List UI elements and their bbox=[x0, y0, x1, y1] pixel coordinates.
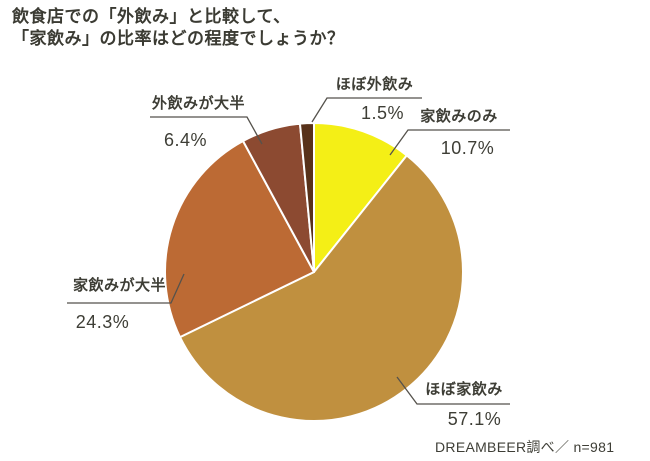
slice-label-hobo-ienomi: ほぼ家飲み bbox=[425, 381, 503, 398]
source-note: DREAMBEER調べ／ n=981 bbox=[435, 439, 615, 455]
leader-line-hobo-ienomi bbox=[396, 376, 510, 405]
slice-value-ienomi-nomi: 10.7% bbox=[440, 138, 495, 158]
leader-line-ienomi-nomi bbox=[389, 129, 510, 156]
slice-value-sotonomi-taihan: 6.4% bbox=[163, 130, 208, 150]
slice-label-ienomi-nomi: 家飲みのみ bbox=[420, 108, 498, 125]
slice-value-hobo-ienomi: 57.1% bbox=[447, 409, 502, 429]
pie-slice-ienomi-taihan bbox=[164, 139, 315, 339]
leader-line-hobo-sotonomi bbox=[311, 97, 422, 123]
leader-line-ienomi-taihan bbox=[67, 273, 185, 304]
slice-label-sotonomi-taihan: 外飲みが大半 bbox=[151, 95, 245, 112]
chart-title-line2: 「家飲み」の比率はどの程度でしょうか？ bbox=[12, 29, 345, 48]
slice-value-hobo-sotonomi: 1.5% bbox=[360, 103, 405, 123]
chart-title: 飲食店での「外飲み」と比較して、 「家飲み」の比率はどの程度でしょうか？ bbox=[12, 6, 345, 50]
slice-label-ienomi-taihan: 家飲みが大半 bbox=[72, 277, 166, 294]
slice-value-ienomi-taihan: 24.3% bbox=[75, 312, 130, 332]
leader-line-sotonomi-taihan bbox=[150, 116, 263, 145]
slice-label-hobo-sotonomi: ほぼ外飲み bbox=[335, 76, 414, 93]
pie-slice-hobo-sotonomi bbox=[298, 121, 315, 273]
chart-title-line1: 飲食店での「外飲み」と比較して、 bbox=[12, 7, 291, 26]
pie-slice-ienomi-nomi bbox=[313, 122, 408, 273]
pie-slice-hobo-ienomi bbox=[178, 154, 464, 422]
